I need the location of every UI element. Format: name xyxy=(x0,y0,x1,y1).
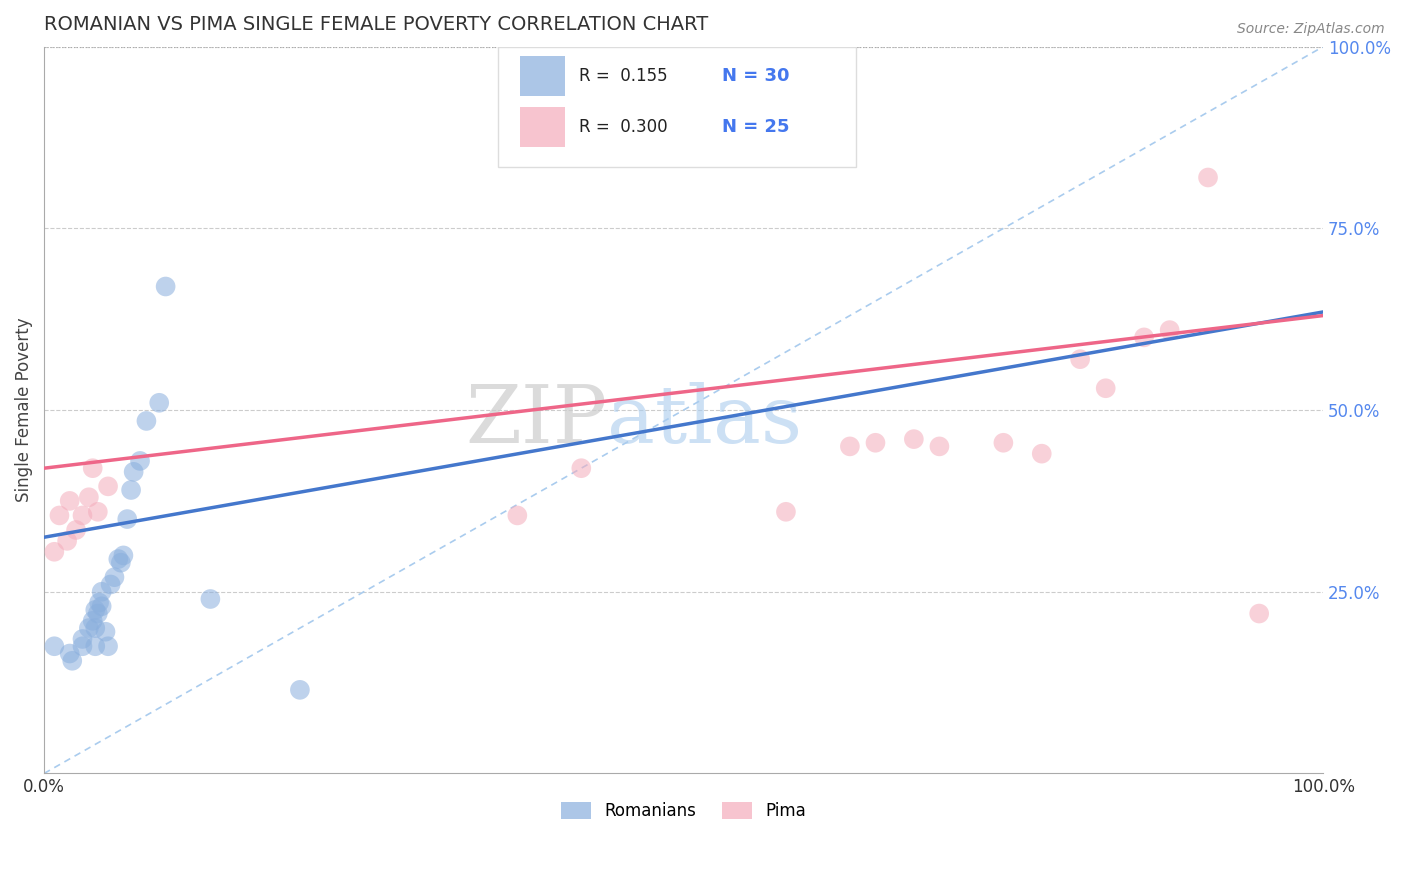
Point xyxy=(1094,381,1116,395)
Point xyxy=(288,682,311,697)
Point xyxy=(90,584,112,599)
Point xyxy=(72,508,94,523)
Point xyxy=(135,414,157,428)
Point xyxy=(44,639,66,653)
Point xyxy=(506,508,529,523)
Point xyxy=(59,494,82,508)
Point xyxy=(1069,352,1091,367)
Point xyxy=(107,552,129,566)
Text: atlas: atlas xyxy=(607,382,801,460)
Text: R =  0.155: R = 0.155 xyxy=(579,67,668,85)
Point xyxy=(59,647,82,661)
Point xyxy=(90,599,112,614)
Point xyxy=(60,654,83,668)
Point xyxy=(1133,330,1156,344)
Point xyxy=(112,549,135,563)
Text: ZIP: ZIP xyxy=(465,382,607,460)
Point xyxy=(100,577,122,591)
Text: R =  0.300: R = 0.300 xyxy=(579,118,668,136)
Point xyxy=(993,435,1015,450)
Point xyxy=(82,614,104,628)
Point xyxy=(110,556,132,570)
FancyBboxPatch shape xyxy=(520,107,565,146)
Point xyxy=(1249,607,1271,621)
Point xyxy=(84,639,107,653)
Point xyxy=(56,533,79,548)
Point xyxy=(87,596,110,610)
Point xyxy=(94,624,117,639)
Text: Source: ZipAtlas.com: Source: ZipAtlas.com xyxy=(1237,22,1385,37)
Point xyxy=(200,592,222,607)
Point xyxy=(117,512,139,526)
Point xyxy=(1031,447,1053,461)
Point xyxy=(48,508,70,523)
Point xyxy=(77,621,100,635)
Point xyxy=(103,570,125,584)
Text: N = 30: N = 30 xyxy=(723,67,790,85)
Point xyxy=(87,607,110,621)
Point xyxy=(97,639,120,653)
Point xyxy=(569,461,592,475)
Point xyxy=(84,621,107,635)
Point xyxy=(1197,170,1219,185)
Point xyxy=(1159,323,1181,337)
Point xyxy=(77,490,100,504)
Point xyxy=(82,461,104,475)
Point xyxy=(122,465,145,479)
Text: ROMANIAN VS PIMA SINGLE FEMALE POVERTY CORRELATION CHART: ROMANIAN VS PIMA SINGLE FEMALE POVERTY C… xyxy=(44,15,709,34)
Point xyxy=(148,396,170,410)
Point xyxy=(44,545,66,559)
Point xyxy=(72,632,94,646)
Point xyxy=(84,603,107,617)
Point xyxy=(97,479,120,493)
FancyBboxPatch shape xyxy=(520,56,565,95)
Legend: Romanians, Pima: Romanians, Pima xyxy=(555,796,813,827)
Point xyxy=(155,279,177,293)
Text: N = 25: N = 25 xyxy=(723,118,790,136)
Point xyxy=(865,435,887,450)
Point xyxy=(903,432,925,446)
Point xyxy=(72,639,94,653)
Point xyxy=(120,483,142,497)
Point xyxy=(65,523,87,537)
Point xyxy=(838,439,860,453)
FancyBboxPatch shape xyxy=(498,46,856,167)
Point xyxy=(87,505,110,519)
Y-axis label: Single Female Poverty: Single Female Poverty xyxy=(15,318,32,502)
Point xyxy=(928,439,950,453)
Point xyxy=(775,505,797,519)
Point xyxy=(129,454,152,468)
